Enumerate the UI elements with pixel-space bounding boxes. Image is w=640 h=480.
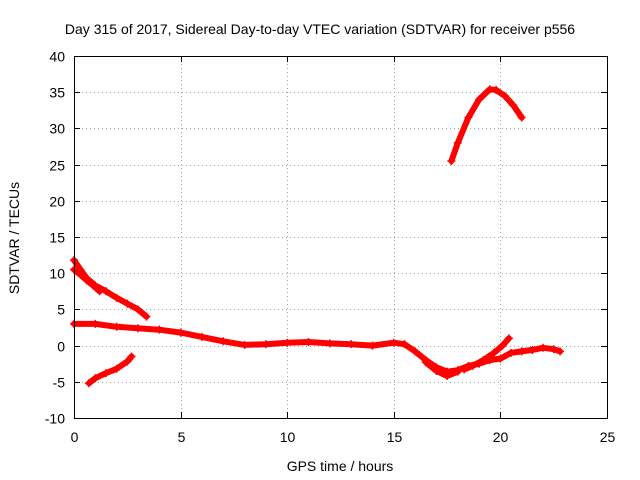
- series-track-arc-high: [447, 85, 526, 165]
- data-point: [347, 340, 356, 349]
- data-point: [219, 337, 228, 346]
- data-point: [283, 338, 292, 347]
- data-point: [261, 340, 270, 349]
- x-tick-label: 25: [600, 429, 616, 445]
- series-track-dip-right: [421, 358, 462, 381]
- data-point: [443, 372, 452, 381]
- data-point: [539, 343, 548, 352]
- data-point: [460, 365, 469, 374]
- y-tick-label: -5: [53, 375, 66, 391]
- data-point: [475, 95, 484, 104]
- grid-layer: [74, 56, 607, 418]
- y-tick-label: 15: [49, 230, 65, 246]
- data-point: [464, 113, 473, 122]
- data-point: [112, 322, 121, 331]
- data-point: [453, 138, 462, 147]
- data-point: [421, 358, 430, 367]
- data-point: [101, 369, 110, 378]
- data-point: [504, 334, 513, 343]
- x-tick-label: 0: [71, 429, 79, 445]
- x-tick-label: 20: [493, 429, 509, 445]
- data-point: [112, 293, 121, 302]
- data-point: [133, 324, 142, 333]
- y-tick-label: 10: [49, 266, 65, 282]
- data-point: [95, 287, 104, 296]
- data-point: [432, 366, 441, 375]
- data-point: [112, 364, 121, 373]
- data-point: [556, 347, 565, 356]
- data-point: [142, 312, 151, 321]
- data-point: [304, 337, 313, 346]
- data-point: [453, 367, 462, 376]
- data-point: [500, 91, 509, 100]
- data-point: [498, 341, 507, 350]
- y-tick-label: 20: [49, 194, 65, 210]
- series-track-main-baseline: [70, 319, 565, 376]
- data-point: [176, 328, 185, 337]
- data-point: [468, 361, 477, 370]
- data-point: [133, 305, 142, 314]
- data-point: [240, 340, 249, 349]
- series-track-rising-right: [460, 334, 513, 374]
- y-tick-label: 40: [49, 49, 65, 65]
- data-point: [123, 299, 132, 308]
- data-point: [509, 101, 518, 110]
- y-tick-label: 0: [57, 339, 65, 355]
- data-point: [91, 374, 100, 383]
- y-tick-label: 30: [49, 121, 65, 137]
- data-point: [91, 319, 100, 328]
- data-point: [123, 357, 132, 366]
- data-point: [447, 156, 456, 165]
- x-tick-label: 5: [178, 429, 186, 445]
- y-tick-label: 35: [49, 85, 65, 101]
- data-point: [325, 339, 334, 348]
- data-point: [492, 86, 501, 95]
- data-point: [389, 338, 398, 347]
- x-axis-label: GPS time / hours: [287, 458, 394, 474]
- series-layer: [70, 85, 565, 388]
- series-track-lower-left: [84, 352, 136, 388]
- data-point: [496, 354, 505, 363]
- data-point: [490, 348, 499, 357]
- chart-title: Day 315 of 2017, Sidereal Day-to-day VTE…: [65, 21, 575, 37]
- data-point: [479, 356, 488, 365]
- data-point: [127, 352, 136, 361]
- data-point: [197, 332, 206, 341]
- y-tick-label: -10: [45, 411, 65, 427]
- data-point: [507, 348, 516, 357]
- data-point: [155, 325, 164, 334]
- data-point: [517, 347, 526, 356]
- tick-layer: 0 5 10 15 20 25 -10 -5 0 5 10 15 20 25 30 35 40: [45, 49, 616, 446]
- data-point: [368, 341, 377, 350]
- x-tick-label: 15: [387, 429, 403, 445]
- data-point: [528, 345, 537, 354]
- x-tick-label: 10: [280, 429, 296, 445]
- plot-frame: [74, 56, 608, 419]
- series-line: [422, 359, 461, 379]
- data-point: [517, 113, 526, 122]
- data-point: [411, 347, 420, 356]
- data-point: [84, 379, 93, 388]
- y-tick-label: 25: [49, 158, 65, 174]
- y-axis-label: SDTVAR / TECUs: [6, 182, 22, 294]
- y-tick-label: 5: [57, 302, 65, 318]
- data-point: [76, 270, 85, 279]
- data-point: [82, 276, 91, 285]
- data-point: [400, 340, 409, 349]
- data-point: [549, 345, 558, 354]
- data-point: [89, 281, 98, 290]
